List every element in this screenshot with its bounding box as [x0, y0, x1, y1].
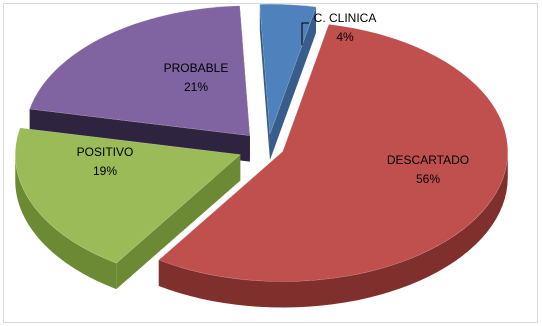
slice-wall-probable-0: [29, 109, 250, 162]
slice-probable: [29, 5, 251, 137]
slice-rim-descartado: [158, 151, 508, 308]
slice-value-label-descartado: 56%: [416, 172, 440, 186]
slice-wall-c-clinica-1: [269, 6, 317, 161]
leader-line-c-clinica: [301, 22, 309, 45]
slice-descartado: [158, 23, 509, 282]
slice-value-label-probable: 21%: [184, 80, 208, 94]
slice-label-c-clinica: C. CLINICA: [314, 11, 377, 25]
slice-value-label-positivo: 19%: [93, 164, 117, 178]
slice-labels: C. CLINICA 4% DESCARTADO 56% POSITIVO 19% PROB…: [77, 11, 469, 186]
slice-label-descartado: DESCARTADO: [387, 153, 469, 167]
slice-side-c-clinica: [259, 4, 317, 161]
slice-value-label-c-clinica: 4%: [336, 30, 354, 44]
slice-rim-positivo: [15, 154, 117, 290]
slice-label-probable: PROBABLE: [164, 61, 229, 75]
slice-label-positivo: POSITIVO: [77, 145, 134, 159]
slice-wall-positivo-0: [116, 154, 241, 290]
slice-positivo: [14, 127, 241, 264]
slice-wall-c-clinica-0: [259, 4, 270, 161]
